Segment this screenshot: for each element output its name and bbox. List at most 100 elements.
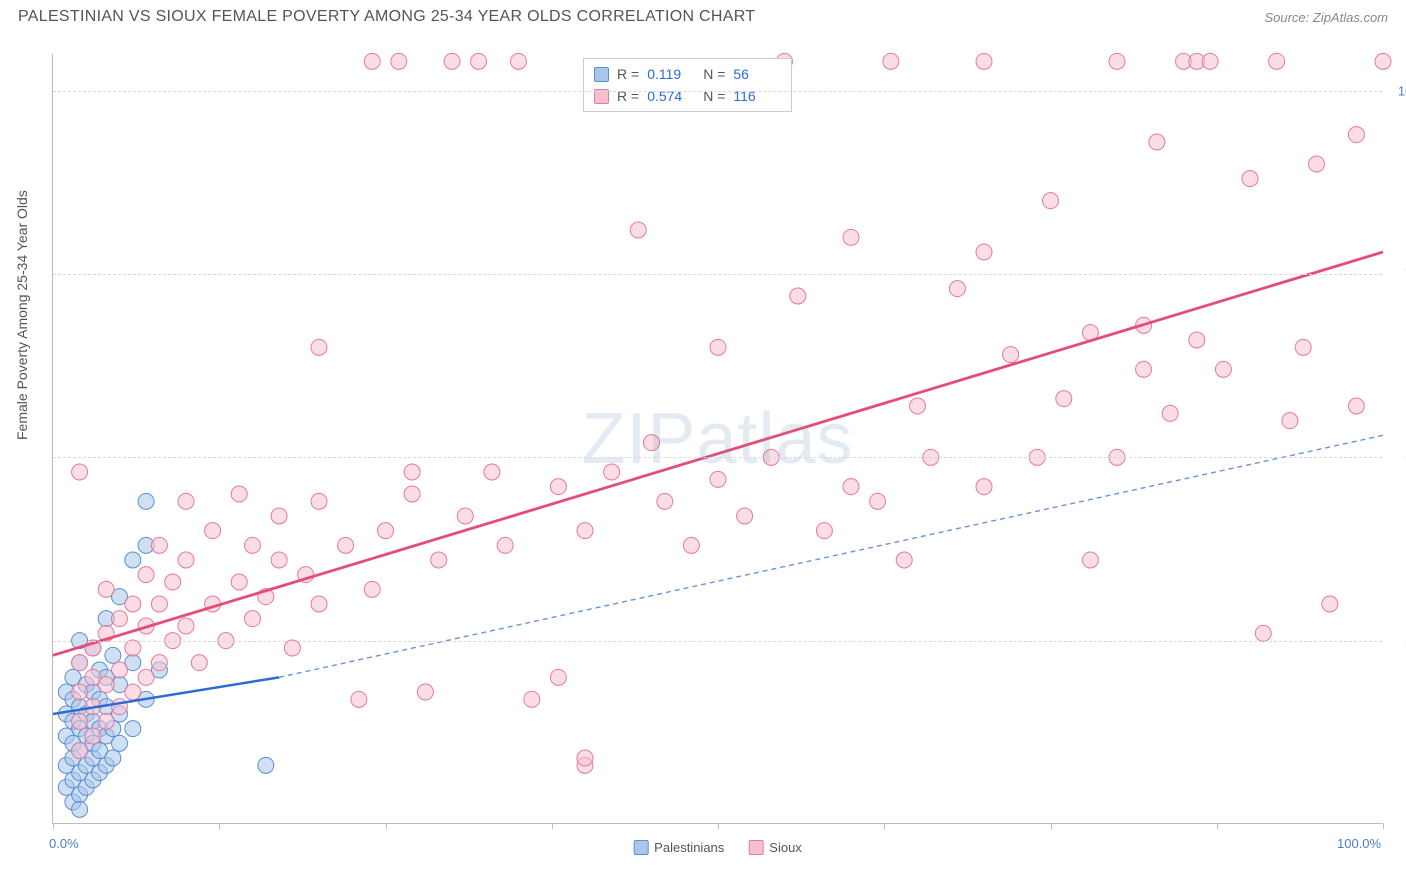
data-point: [98, 677, 114, 693]
stats-r-label: R =: [617, 63, 639, 85]
data-point: [1295, 339, 1311, 355]
data-point: [816, 523, 832, 539]
stats-row: R =0.119N =56: [594, 63, 781, 85]
chart-source: Source: ZipAtlas.com: [1264, 10, 1388, 25]
data-point: [178, 552, 194, 568]
legend-item: Sioux: [748, 840, 802, 855]
data-point: [949, 281, 965, 297]
data-point: [1082, 552, 1098, 568]
data-point: [112, 735, 128, 751]
data-point: [630, 222, 646, 238]
data-point: [976, 479, 992, 495]
data-point: [364, 53, 380, 69]
scatter-plot-svg: [53, 54, 1382, 823]
data-point: [870, 493, 886, 509]
chart-legend: Palestinians Sioux: [633, 840, 802, 855]
data-point: [1136, 361, 1152, 377]
data-point: [417, 684, 433, 700]
data-point: [1269, 53, 1285, 69]
trend-line: [53, 252, 1383, 655]
data-point: [1375, 53, 1391, 69]
data-point: [72, 655, 88, 671]
data-point: [1109, 53, 1125, 69]
data-point: [125, 552, 141, 568]
data-point: [976, 53, 992, 69]
x-tick: [552, 823, 553, 829]
data-point: [1056, 391, 1072, 407]
chart-title: PALESTINIAN VS SIOUX FEMALE POVERTY AMON…: [18, 8, 755, 26]
data-point: [404, 464, 420, 480]
data-point: [1189, 332, 1205, 348]
data-point: [896, 552, 912, 568]
data-point: [1003, 347, 1019, 363]
data-point: [151, 596, 167, 612]
data-point: [112, 611, 128, 627]
data-point: [843, 229, 859, 245]
data-point: [98, 713, 114, 729]
stats-n-value: 56: [733, 63, 781, 85]
data-point: [657, 493, 673, 509]
data-point: [910, 398, 926, 414]
correlation-stats-box: R =0.119N =56R =0.574N =116: [583, 58, 792, 112]
data-point: [271, 552, 287, 568]
data-point: [231, 486, 247, 502]
x-tick: [718, 823, 719, 829]
data-point: [683, 537, 699, 553]
data-point: [976, 244, 992, 260]
legend-swatch: [748, 840, 763, 855]
data-point: [178, 493, 194, 509]
data-point: [710, 471, 726, 487]
data-point: [524, 691, 540, 707]
data-point: [550, 479, 566, 495]
data-point: [404, 486, 420, 502]
data-point: [1348, 398, 1364, 414]
stats-r-value: 0.574: [647, 85, 695, 107]
data-point: [338, 537, 354, 553]
y-axis-title: Female Poverty Among 25-34 Year Olds: [14, 190, 30, 440]
data-point: [444, 53, 460, 69]
data-point: [311, 493, 327, 509]
data-point: [497, 537, 513, 553]
data-point: [364, 581, 380, 597]
data-point: [271, 508, 287, 524]
data-point: [151, 537, 167, 553]
x-tick-label: 0.0%: [49, 836, 79, 851]
data-point: [378, 523, 394, 539]
data-point: [138, 493, 154, 509]
legend-label: Sioux: [769, 840, 802, 855]
x-tick-label: 100.0%: [1337, 836, 1381, 851]
data-point: [604, 464, 620, 480]
legend-item: Palestinians: [633, 840, 724, 855]
data-point: [644, 435, 660, 451]
legend-label: Palestinians: [654, 840, 724, 855]
data-point: [165, 574, 181, 590]
data-point: [112, 662, 128, 678]
data-point: [1309, 156, 1325, 172]
data-point: [258, 757, 274, 773]
data-point: [1282, 413, 1298, 429]
data-point: [577, 750, 593, 766]
data-point: [125, 596, 141, 612]
data-point: [245, 537, 261, 553]
x-tick: [1383, 823, 1384, 829]
data-point: [245, 611, 261, 627]
data-point: [1242, 171, 1258, 187]
data-point: [98, 581, 114, 597]
data-point: [391, 53, 407, 69]
stats-n-value: 116: [733, 85, 781, 107]
stats-row: R =0.574N =116: [594, 85, 781, 107]
data-point: [484, 464, 500, 480]
data-point: [351, 691, 367, 707]
x-tick: [53, 823, 54, 829]
data-point: [284, 640, 300, 656]
data-point: [231, 574, 247, 590]
data-point: [457, 508, 473, 524]
data-point: [431, 552, 447, 568]
data-point: [1202, 53, 1218, 69]
x-tick: [1051, 823, 1052, 829]
stats-r-label: R =: [617, 85, 639, 107]
data-point: [151, 655, 167, 671]
data-point: [577, 523, 593, 539]
data-point: [1255, 625, 1271, 641]
gridline-h: [53, 91, 1382, 92]
